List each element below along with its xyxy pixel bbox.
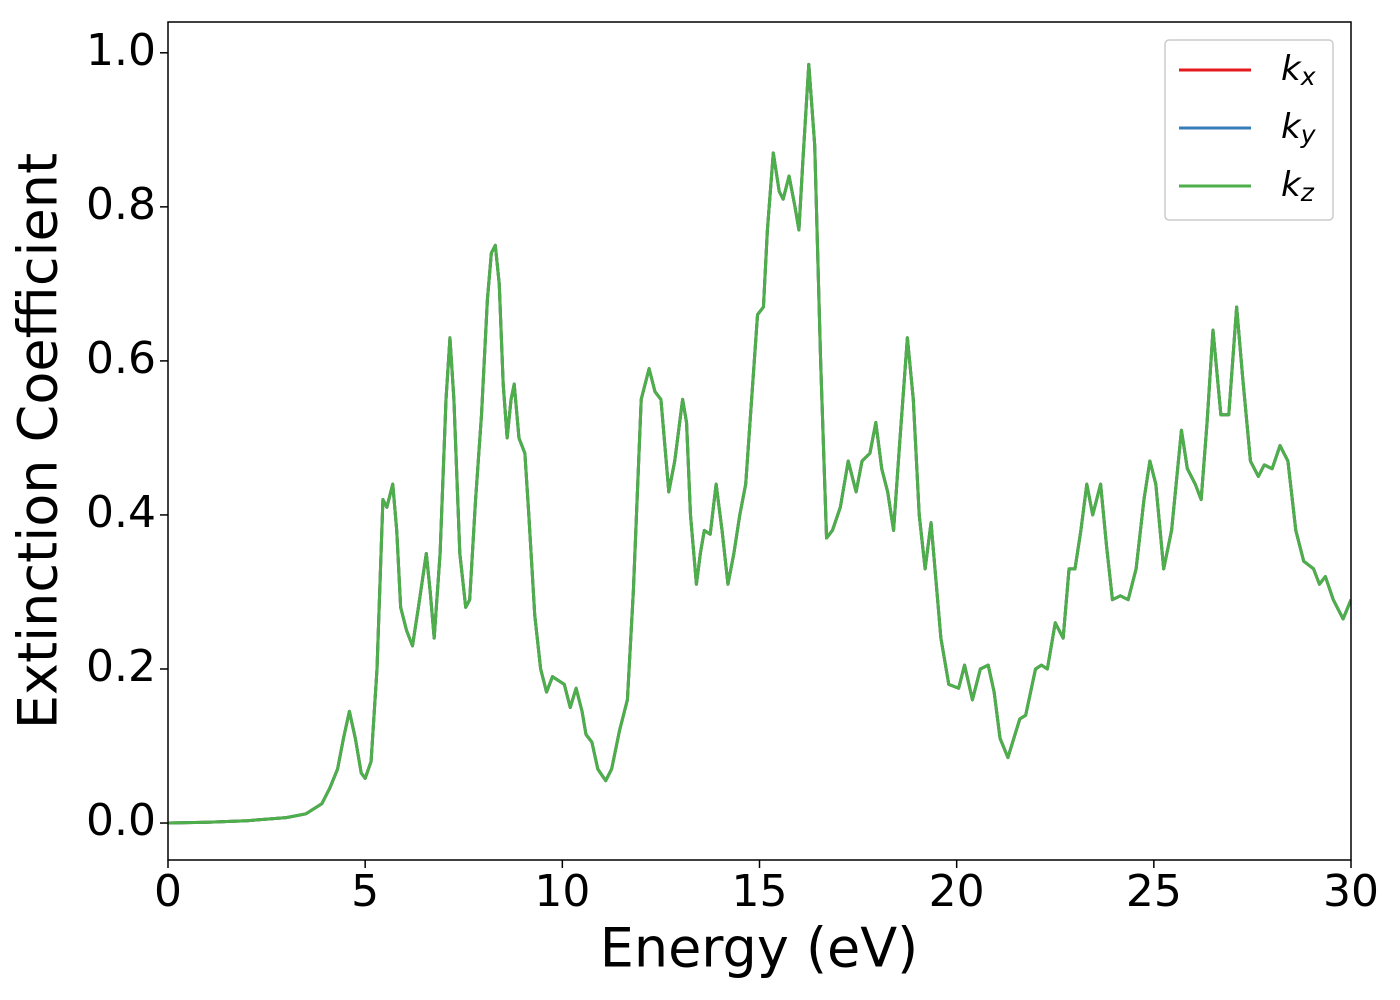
y-tick-label: 0.0 (86, 795, 156, 846)
y-axis-label: Extinction Coefficient (7, 153, 70, 729)
y-tick-label: 0.8 (86, 179, 156, 230)
x-tick-label: 5 (351, 866, 379, 917)
x-tick-label: 15 (732, 866, 788, 917)
legend-label: kz (1281, 165, 1315, 208)
x-axis-label: Energy (eV) (600, 917, 919, 980)
legend-label: ky (1281, 107, 1317, 150)
x-tick-label: 25 (1126, 866, 1182, 917)
y-tick-label: 1.0 (86, 25, 156, 76)
plot-frame (167, 21, 1352, 861)
line-series (168, 62, 1351, 825)
x-tick-label: 10 (534, 866, 590, 917)
x-tick-label: 30 (1323, 866, 1379, 917)
x-tick-label: 0 (154, 866, 182, 917)
y-tick-label: 0.2 (86, 641, 156, 692)
legend-box (1164, 39, 1334, 221)
legend-label: kx (1281, 49, 1316, 92)
y-tick-label: 0.4 (86, 487, 156, 538)
x-tick-label: 20 (929, 866, 985, 917)
y-tick-label: 0.6 (86, 333, 156, 384)
